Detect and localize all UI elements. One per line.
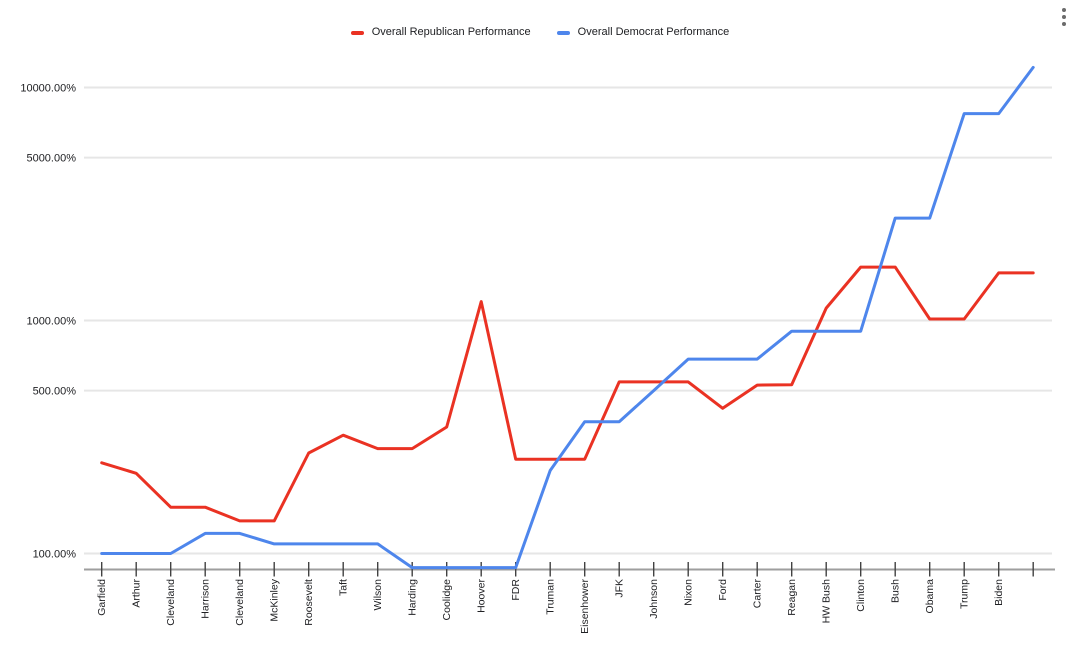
x-axis-tick-label: Hoover (476, 579, 488, 613)
kebab-menu-icon (1062, 8, 1066, 26)
x-axis-tick-label: FDR (510, 579, 522, 601)
y-axis-tick-label: 10000.00% (20, 83, 76, 95)
legend-label-republican: Overall Republican Performance (371, 26, 531, 38)
legend-item-republican: Overall Republican Performance (350, 26, 531, 39)
chart-legend: Overall Republican Performance Overall D… (0, 26, 1080, 39)
x-axis-tick-label: Roosevelt (303, 579, 315, 626)
y-axis-tick-label: 100.00% (33, 549, 77, 561)
x-axis-tick-label: Wilson (372, 579, 384, 611)
x-axis-tick-label: Truman (545, 579, 557, 615)
x-axis-tick-label: Eisenhower (579, 579, 591, 634)
x-axis-tick-label: Harding (407, 579, 419, 616)
legend-item-democrat: Overall Democrat Performance (556, 26, 730, 39)
x-axis-tick-label: Biden (993, 579, 1005, 606)
chart-more-options-button[interactable] (1051, 4, 1077, 30)
x-axis-tick-label: Taft (338, 579, 350, 596)
republican-performance-line[interactable] (100, 265, 1035, 523)
y-axis-tick-label: 1000.00% (26, 316, 76, 328)
x-axis-tick-label: Johnson (648, 579, 660, 619)
republican-series-swatch-icon (350, 30, 364, 35)
x-axis-tick-label: Ford (717, 579, 729, 601)
x-axis-tick-label: Trump (959, 579, 971, 609)
x-axis-tick-label: Obama (924, 579, 936, 614)
x-axis-tick-label: Cleveland (234, 579, 246, 626)
x-axis-tick-label: Carter (752, 579, 764, 609)
x-axis-tick-label: Harrison (200, 579, 212, 619)
x-axis-tick-label: JFK (614, 579, 626, 598)
x-axis-tick-label: McKinley (269, 578, 281, 621)
x-axis-tick-label: Garfield (96, 579, 108, 616)
legend-label-democrat: Overall Democrat Performance (577, 26, 730, 38)
x-axis-tick-label: Clinton (855, 579, 867, 612)
democrat-performance-line[interactable] (100, 65, 1035, 570)
y-axis-tick-label: 500.00% (33, 386, 77, 398)
x-axis-tick-label: Nixon (683, 579, 695, 606)
x-axis-tick-label: Coolidge (441, 579, 453, 621)
x-axis-tick-label: Arthur (131, 578, 143, 607)
x-axis-tick-label: Bush (890, 579, 902, 603)
y-axis-tick-label: 5000.00% (26, 153, 76, 165)
x-axis-tick-label: HW Bush (821, 579, 833, 624)
democrat-series-swatch-icon (556, 30, 570, 35)
x-axis-tick-label: Reagan (786, 579, 798, 616)
x-axis-tick-label: Cleveland (165, 579, 177, 626)
